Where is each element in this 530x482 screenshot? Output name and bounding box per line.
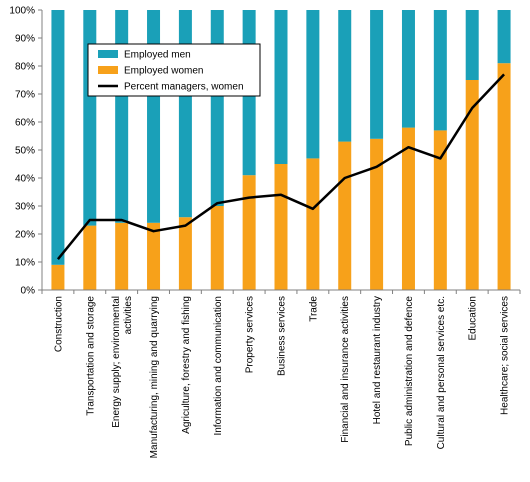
legend-swatch-0 (98, 50, 118, 58)
bar-women-9 (338, 141, 352, 290)
svg-text:Energy supply; environmentalac: Energy supply; environmentalactivities (111, 296, 134, 428)
x-axis: Construction Transportation and storage En… (41, 289, 521, 458)
bar-men-2 (115, 10, 129, 223)
x-tick-label: Public administration and defence (404, 296, 415, 447)
bar-men-3 (147, 10, 161, 223)
y-tick-label: 50% (15, 146, 35, 157)
bar-women-11 (401, 127, 415, 290)
x-tick-label: Energy supply; environmentalactivities (111, 296, 134, 428)
x-tick-label: Manufacturing, mining and quarrying (149, 296, 160, 458)
bar-women-7 (274, 164, 288, 290)
bar-women-4 (178, 217, 192, 290)
bar-men-13 (465, 10, 479, 80)
bar-men-9 (338, 10, 352, 142)
x-tick-label: Business services (277, 296, 288, 376)
bar-men-8 (306, 10, 320, 159)
y-tick-label: 20% (15, 230, 35, 241)
bar-men-11 (401, 10, 415, 128)
x-tick-label: Transportation and storage (85, 296, 96, 416)
x-tick-label: Construction (53, 296, 64, 352)
y-tick-label: 0% (21, 286, 36, 297)
svg-text:Transportation and storage: Transportation and storage (85, 296, 96, 416)
y-tick-label: 90% (15, 34, 35, 45)
bar-women-1 (83, 225, 97, 290)
legend-label-2: Percent managers, women (124, 82, 244, 93)
x-tick-label: Education (468, 296, 479, 340)
bar-women-10 (370, 138, 384, 290)
bar-men-7 (274, 10, 288, 164)
svg-text:Hotel and restaurant industry: Hotel and restaurant industry (372, 296, 383, 424)
svg-text:Trade: Trade (308, 296, 319, 322)
bar-women-14 (497, 63, 511, 291)
legend: Employed men Employed women Percent manage… (87, 43, 261, 97)
legend-label-0: Employed men (124, 50, 191, 61)
svg-text:Cultural and personal services: Cultural and personal services etc. (436, 296, 447, 449)
svg-text:Healthcare; social services: Healthcare; social services (500, 296, 511, 415)
bar-men-14 (497, 10, 511, 64)
x-tick-label: Information and communication (213, 296, 224, 436)
y-tick-label: 80% (15, 62, 35, 73)
x-tick-label: Financial and insurance activities (340, 296, 351, 443)
svg-text:Financial and insurance activi: Financial and insurance activities (340, 296, 351, 443)
y-tick-label: 30% (15, 202, 35, 213)
y-tick-label: 40% (15, 174, 35, 185)
bar-women-2 (115, 222, 129, 290)
x-tick-label: Cultural and personal services etc. (436, 296, 447, 449)
bar-women-13 (465, 80, 479, 290)
y-axis: 0% 10% 20% 30% 40% 50% 60% 70% 80% 90% 100% (9, 6, 43, 297)
y-tick-label: 60% (15, 118, 35, 129)
bar-men-0 (51, 10, 65, 265)
bar-women-6 (242, 175, 256, 290)
bar-men-1 (83, 10, 97, 226)
x-tick-label: Healthcare; social services (500, 296, 511, 415)
bar-women-3 (147, 222, 161, 290)
svg-text:Property services: Property services (245, 296, 256, 373)
bar-women-5 (210, 206, 224, 290)
y-tick-label: 10% (15, 258, 35, 269)
svg-text:Agriculture, forestry and fish: Agriculture, forestry and fishing (181, 296, 192, 434)
svg-text:Business services: Business services (277, 296, 288, 376)
x-tick-label: Agriculture, forestry and fishing (181, 296, 192, 434)
bar-men-4 (178, 10, 192, 218)
svg-text:Information and communication: Information and communication (213, 296, 224, 436)
svg-text:Education: Education (468, 296, 479, 340)
bar-women-0 (51, 264, 65, 290)
x-tick-label: Property services (245, 296, 256, 373)
x-tick-label: Trade (308, 296, 319, 322)
legend-label-1: Employed women (124, 66, 203, 77)
y-tick-label: 100% (9, 6, 35, 17)
bar-women-12 (433, 130, 447, 290)
bar-men-10 (370, 10, 384, 139)
bar-men-5 (210, 10, 224, 206)
bar-women-8 (306, 158, 320, 290)
svg-text:Public administration and defe: Public administration and defence (404, 296, 415, 447)
x-tick-label: Hotel and restaurant industry (372, 296, 383, 424)
svg-text:Construction: Construction (53, 296, 64, 352)
legend-swatch-1 (98, 66, 118, 74)
bar-men-12 (433, 10, 447, 131)
svg-text:Manufacturing, mining and quar: Manufacturing, mining and quarrying (149, 296, 160, 458)
y-tick-label: 70% (15, 90, 35, 101)
